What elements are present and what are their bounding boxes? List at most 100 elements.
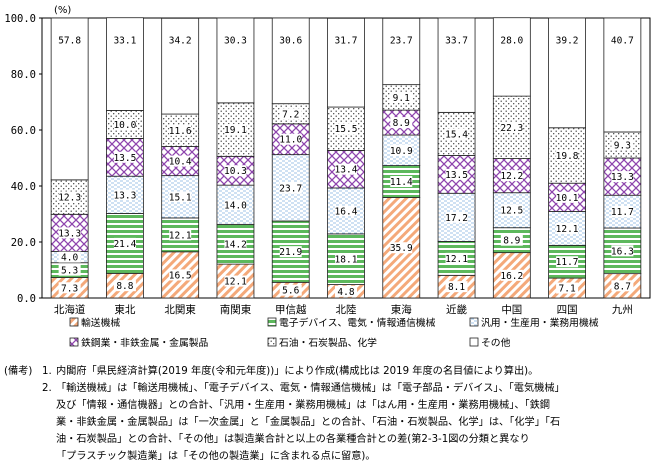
category-label: 北陸	[336, 303, 357, 316]
data-label-bg	[390, 144, 413, 156]
category-label: 東海	[391, 303, 412, 316]
data-label-bg	[335, 34, 357, 46]
data-label-bg	[500, 170, 523, 182]
data-label: 5.6	[282, 286, 299, 297]
category-label: 甲信越	[275, 303, 307, 316]
data-label-bg	[390, 34, 413, 46]
data-label: 28.0	[500, 36, 523, 47]
legend-label: 鉄鋼業・非鉄金属・金属製品	[81, 336, 209, 349]
bar-segment-other	[161, 17, 200, 115]
legend-item-electronics: 電子デバイス、電気・情報通信機械	[267, 316, 436, 329]
data-label: 14.2	[224, 240, 247, 251]
category-label: 北海道	[54, 303, 86, 316]
notes-label: (備考)	[4, 366, 33, 377]
data-label-bg	[445, 211, 468, 223]
data-label: 16.3	[611, 246, 634, 257]
data-label-bg	[58, 191, 81, 203]
data-label: 14.0	[224, 200, 247, 211]
data-label-bg	[611, 139, 634, 151]
data-label-bg	[58, 282, 81, 294]
data-label: 12.3	[58, 193, 81, 204]
bar-stack	[382, 17, 421, 299]
data-label: 12.1	[169, 230, 192, 241]
data-label: 11.7	[611, 207, 634, 218]
category-label: 南関東	[220, 303, 252, 316]
data-label: 10.9	[390, 146, 413, 157]
legend-label: 石油・石炭製品、化学	[279, 336, 377, 349]
data-label-bg	[169, 34, 192, 46]
data-label-bg	[611, 171, 634, 183]
data-label: 40.7	[611, 36, 634, 47]
bar-segment-other	[437, 17, 476, 113]
legend-swatch	[69, 337, 79, 347]
legend-label: 汎用・生産用・業務用機械	[481, 316, 599, 329]
category-label: 九州	[612, 304, 633, 316]
legend-label: 電子デバイス、電気・情報通信機械	[279, 316, 436, 329]
bar-segment-other	[382, 17, 421, 86]
data-label: 9.1	[393, 93, 410, 104]
data-label-bg	[556, 282, 579, 294]
data-label-bg	[335, 285, 357, 297]
bar-segment-other	[327, 17, 365, 108]
data-label-bg	[556, 34, 579, 46]
bar-segment-other	[492, 17, 531, 97]
data-label-bg	[224, 199, 247, 211]
note-2-line-4: 油・石炭製品」との合計、「その他」は製造業合計と以上の各業種合計との差(第2-3…	[56, 434, 530, 445]
data-label-bg	[224, 238, 247, 250]
data-label: 19.8	[556, 151, 579, 162]
data-label-bg	[224, 275, 247, 287]
data-label: 16.5	[169, 270, 192, 281]
data-label: 4.8	[337, 287, 354, 298]
data-label-bg	[58, 264, 81, 276]
data-label-bg	[224, 165, 247, 177]
data-label: 21.4	[113, 239, 136, 250]
note-2-line-2: 及び「情報・通信機器」との合計、「汎用・生産用・業務用機械」は「はん用・生産用・…	[56, 400, 550, 411]
data-label-bg	[500, 121, 523, 133]
note-1-line-1: 内閣府「県民経済計算(2019 年度(令和元年度))」により作成(構成比は 20…	[56, 366, 539, 377]
category-label: 近畿	[446, 303, 467, 316]
data-label: 13.3	[113, 190, 136, 201]
data-label: 10.1	[556, 193, 579, 204]
data-label-bg	[556, 191, 579, 203]
data-label: 13.5	[445, 170, 468, 181]
data-label-bg	[58, 34, 81, 46]
legend-item-other: その他	[469, 336, 511, 349]
data-label-bg	[279, 246, 302, 258]
data-label-bg	[390, 117, 413, 129]
data-label-bg	[224, 34, 247, 46]
data-label: 7.1	[559, 284, 576, 295]
data-label-bg	[390, 242, 413, 254]
data-label-bg	[500, 204, 523, 216]
data-label-bg	[279, 182, 302, 194]
data-label: 8.7	[614, 281, 631, 292]
legend-swatch	[69, 317, 79, 327]
data-label-bg	[169, 229, 192, 241]
data-label-bg	[390, 176, 413, 188]
y-tick-label: 0.0	[17, 293, 36, 305]
bar-segment-electronics	[382, 165, 421, 198]
data-label-bg	[113, 189, 136, 201]
data-label: 12.1	[445, 254, 468, 265]
category-label: 中国	[501, 303, 522, 316]
legend-item-metals: 鉄鋼業・非鉄金属・金属製品	[69, 336, 209, 349]
data-label-bg	[390, 91, 413, 103]
legend-label: その他	[481, 336, 511, 349]
data-label: 12.1	[556, 224, 579, 235]
bar-segment-other	[106, 17, 144, 111]
data-label: 7.2	[282, 109, 299, 120]
legend-label: 輸送機械	[81, 316, 120, 329]
data-label: 5.3	[61, 266, 78, 277]
y-tick-label: 100.0	[4, 13, 36, 25]
category-label: 四国	[557, 304, 578, 316]
data-label-bg	[445, 128, 468, 140]
data-label-bg	[611, 34, 634, 46]
data-label: 30.6	[279, 36, 302, 47]
data-label-bg	[335, 205, 357, 217]
y-tick-label: 20.0	[11, 237, 36, 249]
data-label: 15.1	[169, 192, 192, 203]
y-tick-label: 40.0	[11, 181, 36, 193]
data-label-bg	[611, 245, 634, 257]
data-label-bg	[169, 124, 192, 136]
category-label: 北関東	[164, 303, 196, 316]
data-label-bg	[556, 222, 579, 234]
